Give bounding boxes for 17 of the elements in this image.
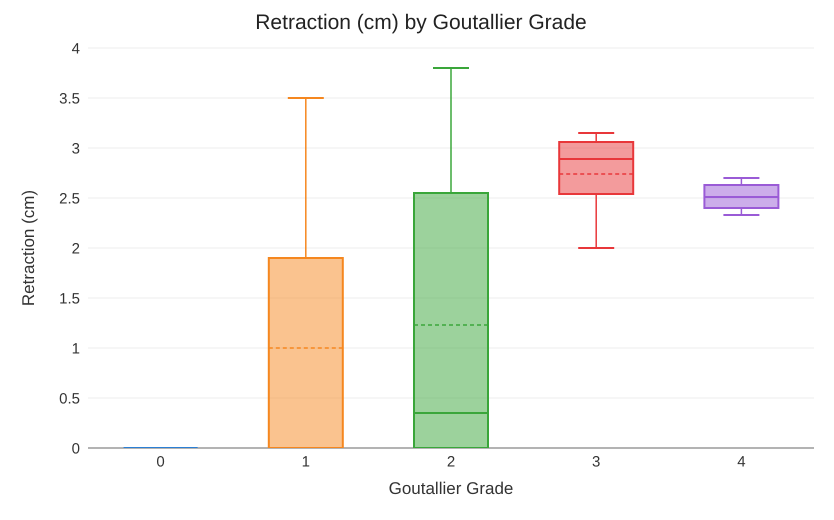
x-tick-label: 2 (446, 454, 456, 471)
y-tick-label: 1 (72, 340, 80, 358)
chart-title: Retraction (cm) by Goutallier Grade (254, 10, 588, 36)
x-tick-label: 1 (302, 454, 310, 471)
y-tick-label: 2.5 (59, 190, 80, 208)
y-tick-label: 2 (72, 240, 80, 258)
x-tick-label: 0 (156, 454, 165, 471)
x-axis-title: Goutallier Grade (388, 479, 514, 498)
y-tick-label: 3.5 (59, 90, 80, 108)
y-axis-title: Retraction (cm) (19, 190, 38, 306)
y-tick-label: 0.5 (59, 390, 80, 408)
y-tick-label: 0 (72, 440, 80, 458)
y-tick-label: 4 (72, 40, 80, 58)
x-tick-label: 4 (737, 454, 746, 471)
y-tick-label: 3 (72, 140, 80, 158)
y-tick-label: 1.5 (59, 290, 80, 308)
x-tick-label: 3 (592, 454, 600, 471)
